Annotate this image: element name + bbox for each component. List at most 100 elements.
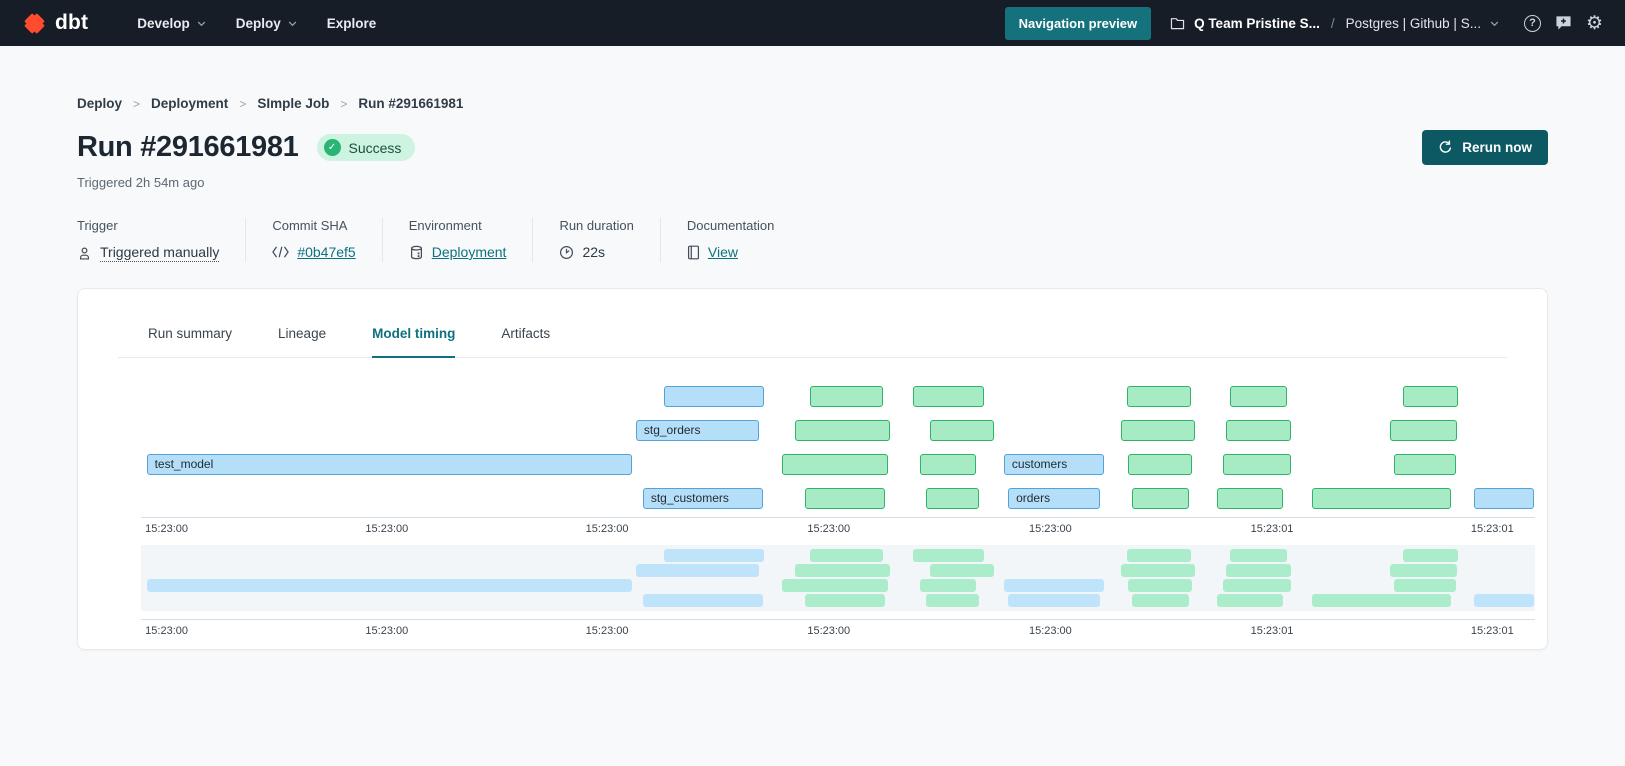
- feedback-icon[interactable]: [1555, 15, 1572, 31]
- rerun-now-button[interactable]: Rerun now: [1422, 130, 1548, 165]
- gantt-bar[interactable]: [663, 386, 765, 407]
- gantt-row-2: stg_orders: [141, 420, 1535, 441]
- minimap-panel[interactable]: [141, 545, 1535, 611]
- gantt-bar-stg_customers[interactable]: stg_customers: [642, 488, 763, 509]
- tab-lineage[interactable]: Lineage: [278, 326, 327, 341]
- gantt-bar: [920, 579, 976, 592]
- meta-value-text[interactable]: #0b47ef5: [297, 244, 356, 260]
- gantt-bar[interactable]: [925, 488, 979, 509]
- gantt-rows: stg_orders test_model customers stg_custome…: [141, 386, 1535, 509]
- gantt-bar[interactable]: [1473, 488, 1534, 509]
- axis-tick-label: 15:23:01: [1250, 625, 1294, 637]
- gantt-bar: [782, 579, 889, 592]
- axis-tick-label: 15:23:01: [1470, 625, 1514, 637]
- gantt-bar[interactable]: [1229, 386, 1287, 407]
- chevron-down-icon: [1490, 21, 1499, 27]
- chevron-down-icon: [288, 21, 297, 27]
- settings-icon[interactable]: ⚙: [1585, 12, 1603, 34]
- meta-label: Environment: [408, 218, 482, 233]
- gantt-bar-test_model: [146, 579, 632, 592]
- brand-text: dbt: [55, 11, 89, 34]
- gantt-bar-orders[interactable]: orders: [1008, 488, 1101, 509]
- gantt-bar: [930, 564, 995, 577]
- gantt-bar[interactable]: [804, 488, 886, 509]
- gantt-bar[interactable]: [1402, 386, 1459, 407]
- meta-documentation: Documentation View: [659, 218, 800, 262]
- nav-menu-label: Deploy: [235, 15, 281, 31]
- gantt-bar: [810, 549, 883, 562]
- gantt-bar: [1222, 579, 1292, 592]
- gantt-bar[interactable]: [1127, 454, 1193, 475]
- account-project-selector[interactable]: Q Team Pristine S... / Postgres | Github…: [1166, 16, 1503, 31]
- gantt-bar[interactable]: [1222, 454, 1292, 475]
- gantt-bar-test_model[interactable]: test_model: [146, 454, 632, 475]
- gantt-bar[interactable]: [1126, 386, 1191, 407]
- breadcrumb-separator: >: [239, 96, 247, 111]
- gantt-row-4: [141, 594, 1535, 607]
- folder-icon: [1170, 17, 1185, 30]
- gantt-bar[interactable]: [1217, 488, 1283, 509]
- gantt-bar-stg_orders[interactable]: stg_orders: [635, 420, 759, 441]
- page-content: Deploy > Deployment > SImple Job > Run #291661…: [0, 46, 1625, 650]
- gantt-bar[interactable]: [1132, 488, 1190, 509]
- help-icon[interactable]: ?: [1523, 14, 1541, 32]
- gantt-bar[interactable]: [913, 386, 985, 407]
- gantt-bar[interactable]: [782, 454, 889, 475]
- gantt-bar: [1217, 594, 1283, 607]
- gantt-bar[interactable]: [1390, 420, 1457, 441]
- axis-tick-label: 15:23:01: [1470, 523, 1514, 535]
- meta-value-text[interactable]: Deployment: [431, 244, 507, 260]
- axis-tick-label: 15:23:00: [145, 523, 188, 535]
- nav-menu-deploy[interactable]: Deploy: [221, 0, 312, 46]
- meta-value: 22s: [559, 244, 633, 260]
- gantt-bar-stg_customers: [642, 594, 763, 607]
- meta-commit-sha: Commit SHA #0b47ef5: [245, 218, 381, 262]
- axis-tick-label: 15:23:00: [365, 625, 409, 637]
- meta-label: Documentation: [686, 218, 775, 233]
- code-icon: [272, 246, 289, 258]
- gantt-bar: [1132, 594, 1190, 607]
- gantt-bar[interactable]: [930, 420, 995, 441]
- nav-menu-explore[interactable]: Explore: [312, 0, 392, 46]
- person-icon: [77, 246, 92, 261]
- status-badge: ✓ Success: [316, 134, 416, 161]
- document-icon: [687, 245, 700, 260]
- gantt-bar[interactable]: [1311, 488, 1452, 509]
- gantt-row-1: [141, 549, 1535, 562]
- nav-menu-label: Develop: [137, 15, 190, 31]
- tab-run-summary[interactable]: Run summary: [148, 326, 233, 341]
- breadcrumb-item[interactable]: Deploy: [77, 96, 123, 111]
- meta-value-text[interactable]: View: [707, 244, 738, 260]
- status-badge-label: Success: [348, 139, 402, 156]
- axis-tick-label: 15:23:00: [585, 523, 629, 535]
- meta-value: Triggered manually: [77, 244, 220, 262]
- triggered-text: Triggered 2h 54m ago: [77, 175, 205, 190]
- nav-menus: Develop Deploy Explore: [122, 0, 391, 46]
- gantt-bar[interactable]: [1225, 420, 1292, 441]
- title-row: Run #291661981 ✓ Success Rerun now: [77, 130, 1548, 165]
- meta-run-duration: Run duration 22s: [532, 218, 659, 262]
- navigation-preview-button[interactable]: Navigation preview: [1004, 6, 1152, 40]
- meta-value: View: [687, 244, 774, 260]
- gantt-bar[interactable]: [920, 454, 976, 475]
- breadcrumb-item[interactable]: Deployment: [151, 96, 229, 111]
- breadcrumb-item[interactable]: SImple Job: [257, 96, 330, 111]
- gantt-bar[interactable]: [810, 386, 883, 407]
- meta-value-text[interactable]: Triggered manually: [100, 244, 220, 262]
- tab-model-timing[interactable]: Model timing: [372, 326, 456, 358]
- axis-tick-label: 15:23:00: [1028, 625, 1072, 637]
- gantt-bar: [1390, 564, 1457, 577]
- timeline-minimap[interactable]: 15:23:00 15:23:00 15:23:00 15:23:00 15:23:00…: [141, 545, 1535, 637]
- gantt-row-3: [141, 579, 1535, 592]
- gantt-bar[interactable]: [1120, 420, 1195, 441]
- gantt-bar-customers[interactable]: customers: [1003, 454, 1105, 475]
- meta-trigger: Trigger Triggered manually: [77, 218, 245, 262]
- axis-tick-label: 15:23:00: [365, 523, 409, 535]
- gantt-bar[interactable]: [794, 420, 890, 441]
- gantt-bar[interactable]: [1394, 454, 1456, 475]
- run-meta-row: Trigger Triggered manually Commit SHA #0b47…: [77, 218, 1548, 262]
- tab-artifacts[interactable]: Artifacts: [501, 326, 551, 341]
- nav-menu-develop[interactable]: Develop: [122, 0, 221, 46]
- breadcrumb-separator: >: [133, 96, 141, 111]
- gantt-bar: [663, 549, 765, 562]
